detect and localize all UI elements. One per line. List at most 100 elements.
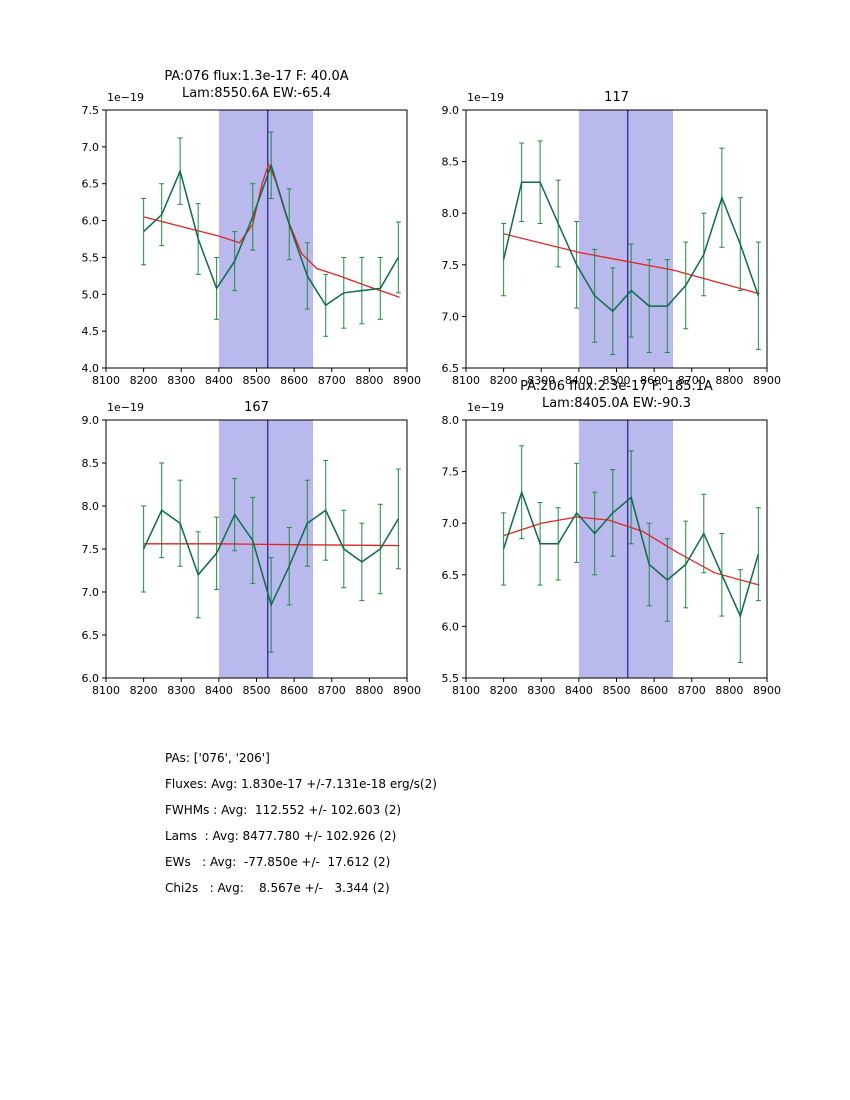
fit-line <box>143 543 400 547</box>
stats-chi2s: Chi2s : Avg: 8.567e +/- 3.344 (2) <box>165 881 390 895</box>
x-tick-label: 8300 <box>527 684 555 697</box>
subplot-4-title-line2: Lam:8405.0A EW:-90.3 <box>541 396 692 411</box>
highlight-band <box>578 420 673 678</box>
highlight-band <box>578 110 673 368</box>
x-tick-label: 8600 <box>640 684 668 697</box>
y-tick-label: 8.5 <box>442 156 460 169</box>
subplot-1-plot: 8100 8200 8300 8400 8500 8600 8700 8800 8900 4.0 4… <box>82 104 422 387</box>
y-tick-label: 6.5 <box>82 178 100 191</box>
x-tick-label: 8600 <box>280 684 308 697</box>
y-tick-label: 6.5 <box>442 569 460 582</box>
y-tick-label: 5.5 <box>442 672 460 685</box>
data-line <box>142 509 399 608</box>
data-line <box>143 162 399 307</box>
y-tick-label: 5.5 <box>82 251 100 264</box>
x-tick-label: 8900 <box>753 374 781 387</box>
x-tick-label: 8700 <box>678 374 706 387</box>
fit-line <box>143 162 400 298</box>
x-tick-label: 8400 <box>565 374 593 387</box>
subplot-1-offset-label: 1e−19 <box>107 91 144 104</box>
data-line <box>502 181 760 313</box>
stats-block: PAs: ['076', '206'] Fluxes: Avg: 1.830e-… <box>165 745 437 901</box>
highlight-band <box>218 110 313 368</box>
x-tick-label: 8400 <box>565 684 593 697</box>
x-tick-label: 8800 <box>355 374 383 387</box>
y-tick-label: 7.0 <box>442 517 460 530</box>
x-tick-label: 8800 <box>715 684 743 697</box>
y-tick-label: 6.5 <box>82 629 100 642</box>
subplot-4-title: PA:206 flux:2.3e-17 F: 185.1A Lam:8405.0… <box>466 378 767 412</box>
x-tick-label: 8600 <box>280 374 308 387</box>
x-tick-label: 8100 <box>92 684 120 697</box>
x-tick-label: 8300 <box>167 684 195 697</box>
y-tick-label: 8.0 <box>82 500 100 513</box>
x-tick-label: 8500 <box>603 684 631 697</box>
x-tick-label: 8500 <box>243 374 271 387</box>
subplot-2-title: 117 <box>466 89 767 106</box>
subplot-3-title: 167 <box>106 399 407 416</box>
x-tick-label: 8900 <box>393 684 421 697</box>
y-tick-label: 5.0 <box>82 288 100 301</box>
stats-pas: PAs: ['076', '206'] <box>165 751 270 765</box>
x-tick-label: 8200 <box>490 684 518 697</box>
x-tick-label: 8600 <box>640 374 668 387</box>
highlight-band <box>218 420 313 678</box>
x-tick-label: 8400 <box>205 684 233 697</box>
y-tick-label: 7.5 <box>442 259 460 272</box>
x-tick-label: 8200 <box>130 684 158 697</box>
subplot-2-title-line1: 117 <box>604 90 629 105</box>
y-tick-label: 8.5 <box>82 457 100 470</box>
subplot-4-offset-label: 1e−19 <box>467 401 504 414</box>
stats-ews: EWs : Avg: -77.850e +/- 17.612 (2) <box>165 855 391 869</box>
subplot-1-title-line1: PA:076 flux:1.3e-17 F: 40.0A <box>164 69 349 84</box>
y-tick-label: 7.5 <box>442 466 460 479</box>
x-tick-label: 8500 <box>603 374 631 387</box>
y-tick-label: 7.0 <box>82 586 100 599</box>
x-tick-label: 8300 <box>527 374 555 387</box>
x-tick-label: 8700 <box>318 374 346 387</box>
y-tick-label: 6.0 <box>82 215 100 228</box>
x-tick-label: 8800 <box>715 374 743 387</box>
x-tick-label: 8100 <box>452 374 480 387</box>
stats-fluxes: Fluxes: Avg: 1.830e-17 +/-7.131e-18 erg/… <box>165 777 437 791</box>
subplot-4-plot: 8100 8200 8300 8400 8500 8600 8700 8800 8900 5.5 6… <box>442 414 782 697</box>
x-tick-label: 8400 <box>205 374 233 387</box>
y-tick-label: 6.0 <box>442 620 460 633</box>
y-tick-label: 8.0 <box>442 414 460 427</box>
subplot-3-plot: 8100 8200 8300 8400 8500 8600 8700 8800 8900 6.0 6… <box>82 414 422 697</box>
x-tick-label: 8200 <box>130 374 158 387</box>
y-tick-label: 9.0 <box>82 414 100 427</box>
subplot-3-offset-label: 1e−19 <box>107 401 144 414</box>
subplot-2-plot: 8100 8200 8300 8400 8500 8600 8700 8800 8900 6.5 7… <box>442 104 782 387</box>
x-tick-label: 8200 <box>490 374 518 387</box>
y-tick-label: 8.0 <box>442 207 460 220</box>
subplot-3-title-line1: 167 <box>244 400 269 415</box>
fit-line <box>503 516 760 586</box>
x-tick-label: 8700 <box>318 684 346 697</box>
x-tick-label: 8900 <box>393 374 421 387</box>
subplot-1-title: PA:076 flux:1.3e-17 F: 40.0A Lam:8550.6A… <box>106 68 407 102</box>
y-tick-label: 6.0 <box>82 672 100 685</box>
subplot-2-offset-label: 1e−19 <box>467 91 504 104</box>
x-tick-label: 8900 <box>753 684 781 697</box>
x-tick-label: 8100 <box>452 684 480 697</box>
y-tick-label: 4.5 <box>82 325 100 338</box>
subplot-1-title-line2: Lam:8550.6A EW:-65.4 <box>181 86 332 101</box>
y-tick-label: 6.5 <box>442 362 460 375</box>
stats-fwhms: FWHMs : Avg: 112.552 +/- 102.603 (2) <box>165 803 402 817</box>
y-tick-label: 7.5 <box>82 104 100 117</box>
y-tick-label: 7.0 <box>442 310 460 323</box>
x-tick-label: 8700 <box>678 684 706 697</box>
x-tick-label: 8300 <box>167 374 195 387</box>
x-tick-label: 8500 <box>243 684 271 697</box>
x-tick-label: 8800 <box>355 684 383 697</box>
data-line <box>502 489 760 619</box>
y-tick-label: 7.5 <box>82 543 100 556</box>
fit-line <box>503 233 760 295</box>
x-tick-label: 8100 <box>92 374 120 387</box>
stats-lams: Lams : Avg: 8477.780 +/- 102.926 (2) <box>165 829 397 843</box>
y-tick-label: 9.0 <box>442 104 460 117</box>
subplot-4-title-line1: PA:206 flux:2.3e-17 F: 185.1A <box>520 379 713 394</box>
y-tick-label: 7.0 <box>82 141 100 154</box>
y-tick-label: 4.0 <box>82 362 100 375</box>
